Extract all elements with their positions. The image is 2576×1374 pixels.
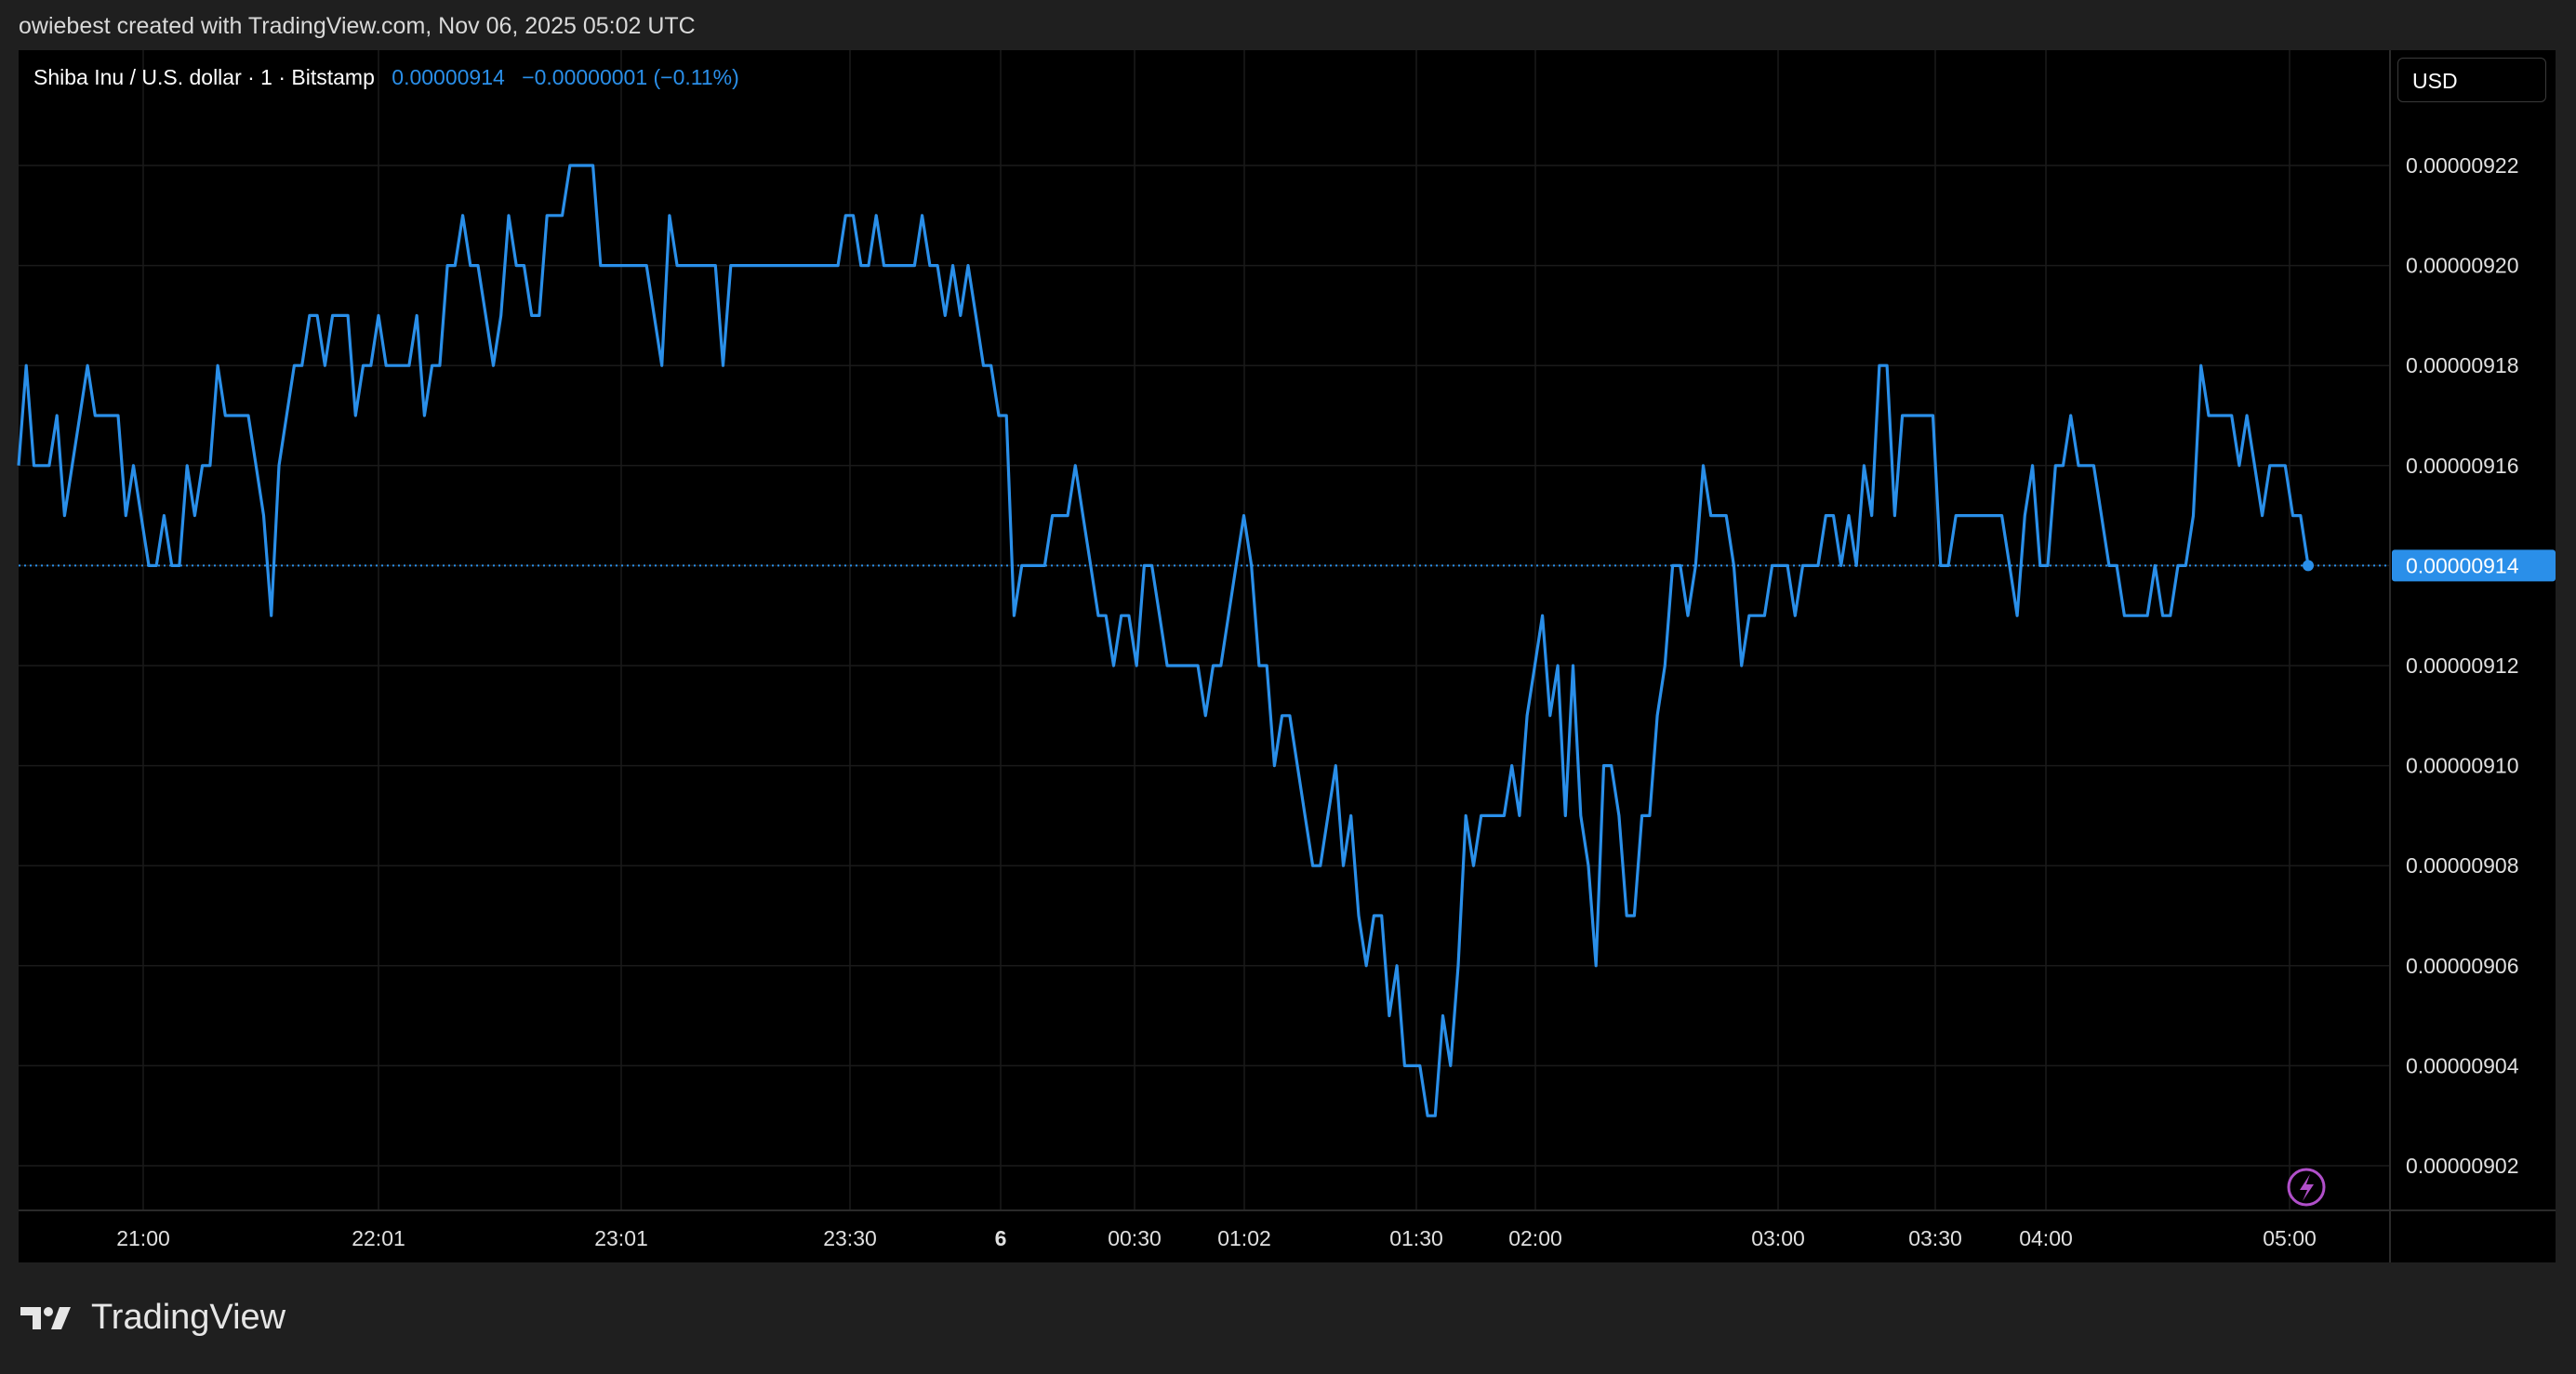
x-tick-label: 00:30 — [1108, 1226, 1162, 1250]
y-tick-label: 0.00000918 — [2406, 353, 2519, 377]
time-scale[interactable]: 21:00 22:01 23:01 23:30 6 00:30 01:02 01:30 02:0… — [116, 1226, 2317, 1250]
price-line — [17, 164, 2310, 1117]
symbol-title: Shiba Inu / U.S. dollar · 1 · Bitstamp — [33, 65, 375, 89]
x-tick-label: 21:00 — [116, 1226, 170, 1250]
grid-lines — [19, 50, 2390, 1210]
current-price-tag-text: 0.00000914 — [2406, 553, 2519, 577]
y-tick-label: 0.00000908 — [2406, 853, 2519, 878]
x-tick-label: 04:00 — [2019, 1226, 2073, 1250]
y-tick-label: 0.00000906 — [2406, 954, 2519, 978]
x-tick-label: 22:01 — [352, 1226, 405, 1250]
current-price-tag-bg — [2392, 549, 2556, 582]
last-price-value: 0.00000914 — [392, 65, 505, 89]
chart-caption: owiebest created with TradingView.com, N… — [19, 13, 696, 39]
y-tick-label: 0.00000910 — [2406, 754, 2519, 778]
y-tick-label: 0.00000920 — [2406, 254, 2519, 278]
x-tick-label: 23:30 — [823, 1226, 877, 1250]
symbol-legend[interactable]: Shiba Inu / U.S. dollar · 1 · Bitstamp 0… — [33, 65, 739, 90]
y-tick-label: 0.00000922 — [2406, 153, 2519, 178]
x-tick-label: 01:30 — [1389, 1226, 1443, 1250]
lightning-status-icon[interactable] — [2287, 1168, 2326, 1207]
price-scale[interactable]: 0.00000922 0.00000920 0.00000918 0.00000916… — [2406, 153, 2519, 1178]
x-tick-label: 05:00 — [2263, 1226, 2317, 1250]
tradingview-logo[interactable]: TradingView — [20, 1298, 285, 1338]
x-tick-label: 03:00 — [1751, 1226, 1805, 1250]
tradingview-logo-icon — [20, 1306, 71, 1329]
y-tick-label: 0.00000904 — [2406, 1053, 2519, 1077]
y-tick-label: 0.00000916 — [2406, 454, 2519, 478]
last-price-dot — [2303, 560, 2314, 572]
x-tick-label: 6 — [995, 1226, 1007, 1250]
y-tick-label: 0.00000912 — [2406, 654, 2519, 678]
x-tick-label: 23:01 — [594, 1226, 648, 1250]
current-price-tag: 0.00000914 — [2392, 549, 2556, 582]
x-tick-label: 02:00 — [1508, 1226, 1562, 1250]
axes — [19, 50, 2556, 1262]
y-tick-label: 0.00000902 — [2406, 1154, 2519, 1178]
price-change-value: −0.00000001 (−0.11%) — [522, 65, 739, 89]
currency-button[interactable]: USD — [2397, 58, 2546, 102]
chart-panel[interactable] — [19, 50, 2556, 1262]
x-tick-label: 03:30 — [1908, 1226, 1962, 1250]
x-tick-label: 01:02 — [1217, 1226, 1271, 1250]
tradingview-logo-text: TradingView — [91, 1298, 286, 1337]
